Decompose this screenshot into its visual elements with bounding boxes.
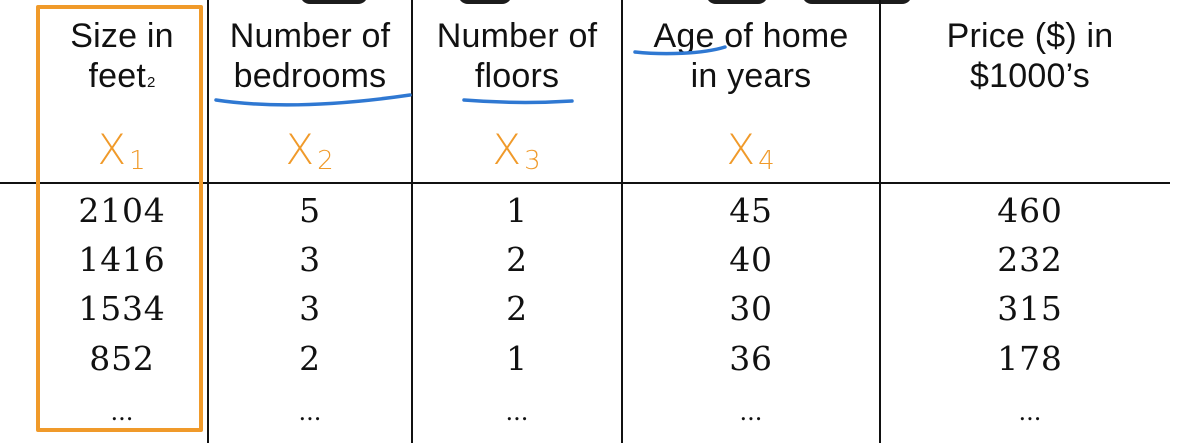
table-cell: 1416: [78, 240, 166, 279]
table-cell: ...: [110, 398, 134, 426]
cut-off-title-fragment: [0, 0, 1183, 12]
table-cell: 3: [299, 289, 321, 328]
column-age: Age of home in years X4 45 40 30 36 ...: [622, 0, 880, 443]
feature-symbol: X3: [412, 126, 622, 185]
table-cell: 2: [506, 240, 528, 279]
symbol-index: 4: [758, 145, 776, 176]
feature-symbol: X1: [37, 126, 207, 185]
table-cell: 1: [506, 191, 528, 230]
feature-highlight-box: [36, 5, 203, 432]
symbol-letter: X: [97, 125, 128, 174]
header-line: feet2: [37, 56, 207, 96]
column-divider: [621, 0, 623, 443]
table-cell: 40: [729, 240, 773, 279]
table-cell: 1: [506, 339, 528, 378]
table-cell: 460: [997, 191, 1063, 230]
table-cell: ...: [739, 398, 763, 426]
table-cell: ...: [505, 398, 529, 426]
header-unit: feet: [88, 57, 146, 95]
feature-symbol: X4: [622, 126, 880, 185]
title-fragment-stroke: [458, 0, 512, 4]
feature-symbol: [880, 126, 1180, 185]
table-cell: 45: [729, 191, 773, 230]
column-bedrooms: Number of bedrooms X2 5 3 3 2 ...: [208, 0, 412, 443]
title-fragment-stroke: [300, 0, 368, 4]
table-cell: 2: [506, 289, 528, 328]
title-fragment-stroke: [706, 0, 768, 4]
header-line: floors: [474, 57, 560, 95]
table-cell: ...: [298, 398, 322, 426]
symbol-letter: X: [285, 125, 316, 174]
table-cell: 315: [997, 289, 1063, 328]
header-line: Size in: [70, 17, 174, 55]
table-cell: 2: [299, 339, 321, 378]
title-fragment-stroke: [802, 0, 912, 4]
symbol-index: 3: [524, 145, 542, 176]
header-line: Age of home: [653, 17, 849, 55]
column-header: Number of floors: [412, 16, 622, 96]
column-size: Size in feet2 X1 2104 1416 1534 852 ...: [37, 0, 207, 443]
column-divider: [879, 0, 881, 443]
table-cell: 178: [997, 339, 1063, 378]
header-line: Number of: [229, 17, 391, 55]
column-header: Size in feet2: [37, 16, 207, 96]
symbol-letter: X: [726, 125, 757, 174]
table-cell: 232: [997, 240, 1063, 279]
header-line: Price ($) in: [946, 17, 1114, 55]
header-line: Number of: [436, 17, 598, 55]
table-cell: 1534: [78, 289, 166, 328]
table-cell: 852: [89, 339, 155, 378]
column-floors: Number of floors X3 1 2 2 1 ...: [412, 0, 622, 443]
header-line: $1000’s: [970, 57, 1090, 95]
column-divider: [411, 0, 413, 443]
feature-symbol: X2: [208, 126, 412, 185]
header-line: in years: [690, 57, 812, 95]
table-cell: 36: [729, 339, 773, 378]
superscript: 2: [146, 74, 156, 91]
symbol-index: 1: [129, 145, 147, 176]
table-cell: 2104: [78, 191, 166, 230]
symbol-letter: X: [492, 125, 523, 174]
column-header: Price ($) in $1000’s: [880, 16, 1180, 96]
column-divider: [207, 0, 209, 443]
table-cell: ...: [1018, 398, 1042, 426]
symbol-index: 2: [317, 145, 335, 176]
header-line: bedrooms: [233, 57, 387, 95]
table-cell: 30: [729, 289, 773, 328]
column-header: Age of home in years: [622, 16, 880, 96]
column-price: Price ($) in $1000’s 460 232 315 178 ...: [880, 0, 1180, 443]
header-separator: [0, 182, 1170, 184]
table-cell: 5: [299, 191, 321, 230]
column-header: Number of bedrooms: [208, 16, 412, 96]
table-cell: 3: [299, 240, 321, 279]
